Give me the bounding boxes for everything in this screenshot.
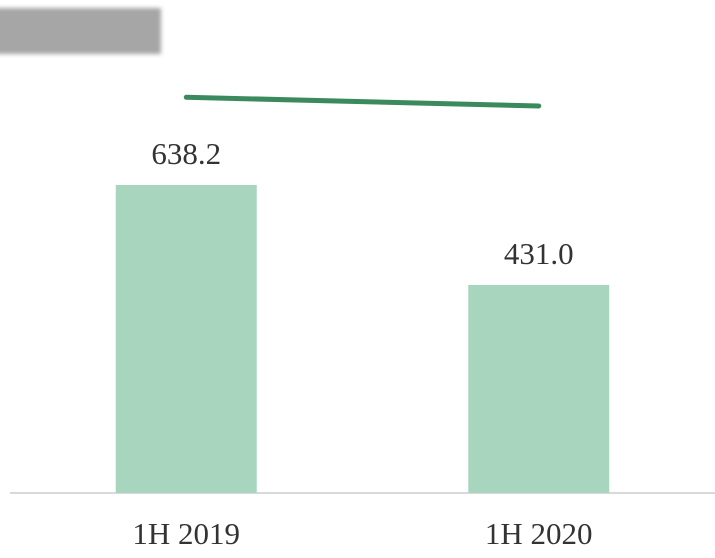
- bar: [115, 185, 257, 493]
- redacted-title: [0, 8, 161, 54]
- bar: [468, 284, 610, 493]
- x-tick-label: 1H 2019: [132, 516, 240, 551]
- data-label: 431.0: [504, 236, 574, 271]
- line: [183, 94, 542, 109]
- data-label: 638.2: [151, 136, 221, 171]
- x-tick-label: 1H 2020: [485, 516, 593, 551]
